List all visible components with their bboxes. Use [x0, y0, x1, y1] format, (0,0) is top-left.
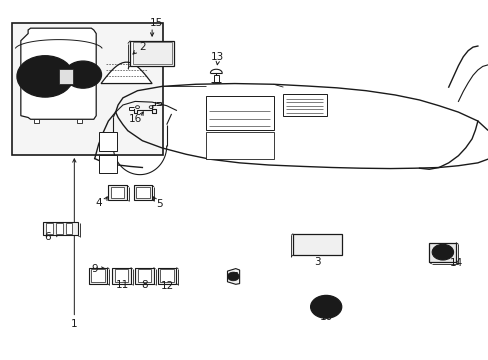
Circle shape: [227, 272, 239, 281]
Circle shape: [310, 296, 341, 318]
Circle shape: [64, 61, 102, 88]
Bar: [65, 223, 72, 234]
Bar: [205, 132, 273, 159]
Text: 15: 15: [149, 18, 163, 28]
Bar: [132, 42, 171, 64]
Text: 5: 5: [156, 199, 163, 209]
Bar: [160, 269, 174, 282]
Bar: [205, 96, 273, 130]
Text: 14: 14: [448, 258, 462, 268]
Circle shape: [315, 299, 336, 315]
Text: 3: 3: [313, 257, 320, 267]
Bar: [111, 187, 124, 198]
Text: 16: 16: [129, 113, 142, 123]
Text: 10: 10: [319, 312, 332, 322]
Text: 9: 9: [91, 264, 98, 274]
Text: 6: 6: [44, 232, 51, 242]
Text: 1: 1: [71, 319, 78, 329]
Bar: [56, 223, 62, 234]
Bar: [133, 185, 152, 200]
Bar: [99, 132, 117, 152]
Bar: [213, 75, 218, 82]
Circle shape: [441, 248, 444, 249]
Bar: [108, 185, 126, 200]
Bar: [59, 69, 73, 84]
Text: 4: 4: [95, 198, 102, 208]
Bar: [428, 243, 455, 262]
Text: 8: 8: [141, 280, 148, 290]
Bar: [46, 223, 53, 234]
Polygon shape: [77, 119, 81, 123]
Bar: [91, 269, 105, 282]
Bar: [99, 155, 117, 173]
Text: 7: 7: [231, 272, 238, 282]
Bar: [137, 269, 151, 282]
Bar: [135, 267, 153, 284]
Bar: [158, 267, 176, 284]
Bar: [112, 267, 130, 284]
Polygon shape: [101, 62, 152, 84]
Bar: [130, 41, 174, 66]
Text: 12: 12: [161, 282, 174, 292]
Bar: [12, 23, 163, 155]
Bar: [283, 94, 326, 116]
Polygon shape: [21, 28, 96, 119]
Circle shape: [431, 244, 453, 260]
Bar: [292, 234, 341, 255]
Text: 2: 2: [139, 42, 145, 52]
Bar: [42, 222, 78, 235]
Text: 13: 13: [211, 52, 224, 62]
Bar: [89, 267, 107, 284]
Bar: [136, 187, 149, 198]
Polygon shape: [34, 119, 39, 123]
Circle shape: [17, 56, 73, 97]
Text: 11: 11: [115, 280, 128, 290]
Polygon shape: [227, 269, 239, 284]
Bar: [115, 269, 128, 282]
